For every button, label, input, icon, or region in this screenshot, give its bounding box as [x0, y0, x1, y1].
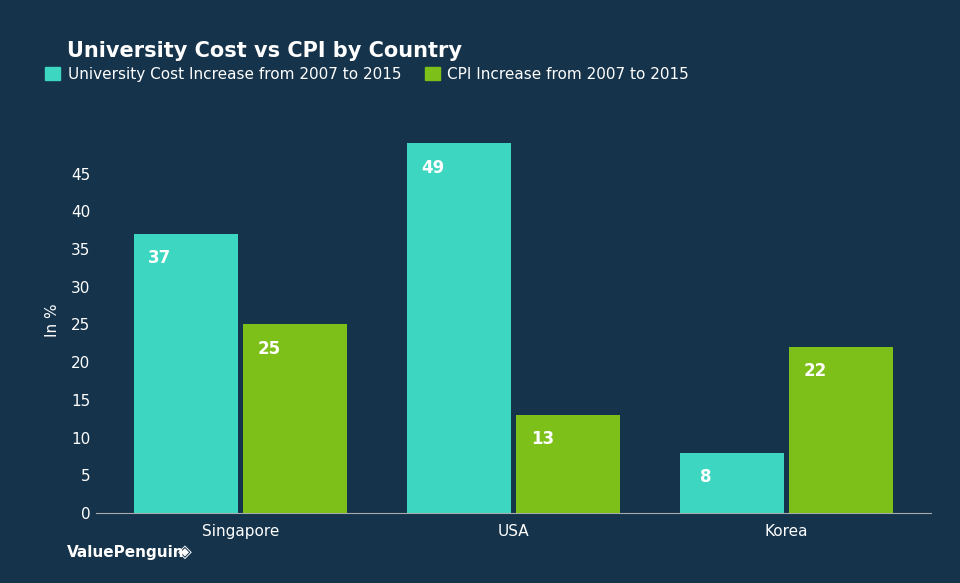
- Text: 8: 8: [701, 468, 712, 486]
- Text: 22: 22: [804, 363, 827, 381]
- Bar: [681, 452, 784, 513]
- Bar: [243, 324, 347, 513]
- Text: 13: 13: [531, 430, 554, 448]
- Bar: [407, 143, 511, 513]
- Text: ◈: ◈: [178, 543, 191, 561]
- Text: 37: 37: [148, 250, 172, 267]
- Y-axis label: In %: In %: [45, 304, 60, 338]
- Legend: University Cost Increase from 2007 to 2015, CPI Increase from 2007 to 2015: University Cost Increase from 2007 to 20…: [45, 66, 689, 82]
- Bar: [134, 234, 238, 513]
- Text: University Cost vs CPI by Country: University Cost vs CPI by Country: [67, 41, 462, 61]
- Text: 25: 25: [257, 340, 280, 358]
- Bar: [516, 415, 620, 513]
- Bar: [789, 347, 893, 513]
- Text: 49: 49: [421, 159, 444, 177]
- Text: ValuePenguin: ValuePenguin: [67, 545, 185, 560]
